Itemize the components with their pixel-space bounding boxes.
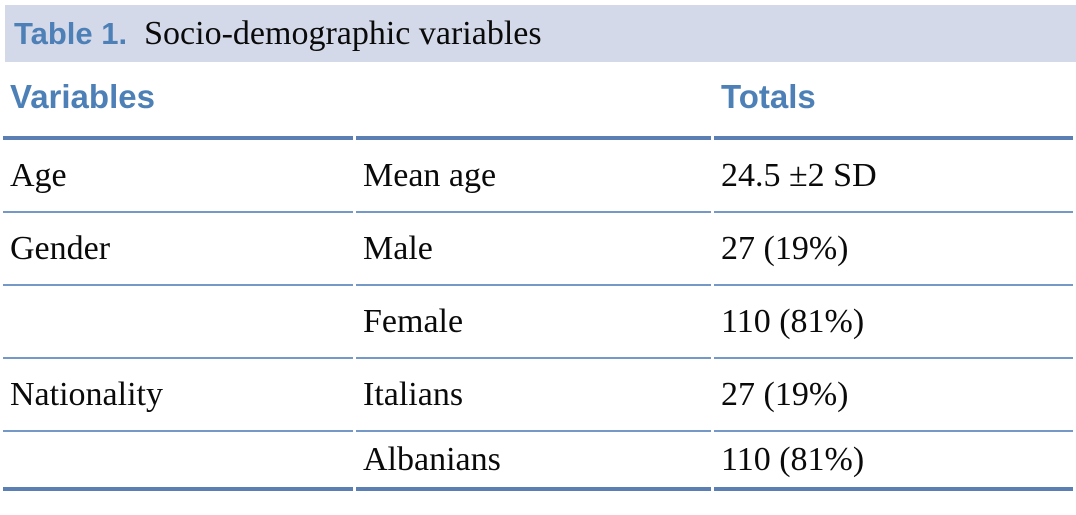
table-row-gender-female: Female 110 (81%) bbox=[3, 286, 1073, 359]
column-header-variables: Variables bbox=[3, 62, 353, 140]
table-caption-title: Socio-demographic variables bbox=[144, 15, 542, 52]
cell-category: Mean age bbox=[356, 140, 711, 213]
column-header-middle-empty bbox=[356, 62, 711, 140]
cell-total: 24.5 ±2 SD bbox=[714, 140, 1073, 213]
column-header-totals: Totals bbox=[714, 62, 1073, 140]
table-caption: Table 1. Socio-demographic variables bbox=[5, 5, 1076, 62]
cell-category: Male bbox=[356, 213, 711, 286]
cell-category: Female bbox=[356, 286, 711, 359]
cell-total: 27 (19%) bbox=[714, 359, 1073, 432]
cell-variable: Gender bbox=[3, 213, 353, 286]
cell-category: Italians bbox=[356, 359, 711, 432]
cell-variable: Age bbox=[3, 140, 353, 213]
table-row-age: Age Mean age 24.5 ±2 SD bbox=[3, 140, 1073, 213]
table-header-row: Variables Totals bbox=[3, 62, 1073, 140]
table-row-nationality-albanians: Albanians 110 (81%) bbox=[3, 432, 1073, 491]
table-caption-label: Table 1. bbox=[14, 16, 128, 51]
demographics-table: Variables Totals Age Mean age 24.5 ±2 SD… bbox=[0, 62, 1076, 491]
table-row-gender-male: Gender Male 27 (19%) bbox=[3, 213, 1073, 286]
cell-category: Albanians bbox=[356, 432, 711, 491]
cell-total: 110 (81%) bbox=[714, 432, 1073, 491]
cell-variable: Nationality bbox=[3, 359, 353, 432]
table-row-nationality-italians: Nationality Italians 27 (19%) bbox=[3, 359, 1073, 432]
cell-total: 110 (81%) bbox=[714, 286, 1073, 359]
cell-total: 27 (19%) bbox=[714, 213, 1073, 286]
cell-variable bbox=[3, 432, 353, 491]
cell-variable bbox=[3, 286, 353, 359]
